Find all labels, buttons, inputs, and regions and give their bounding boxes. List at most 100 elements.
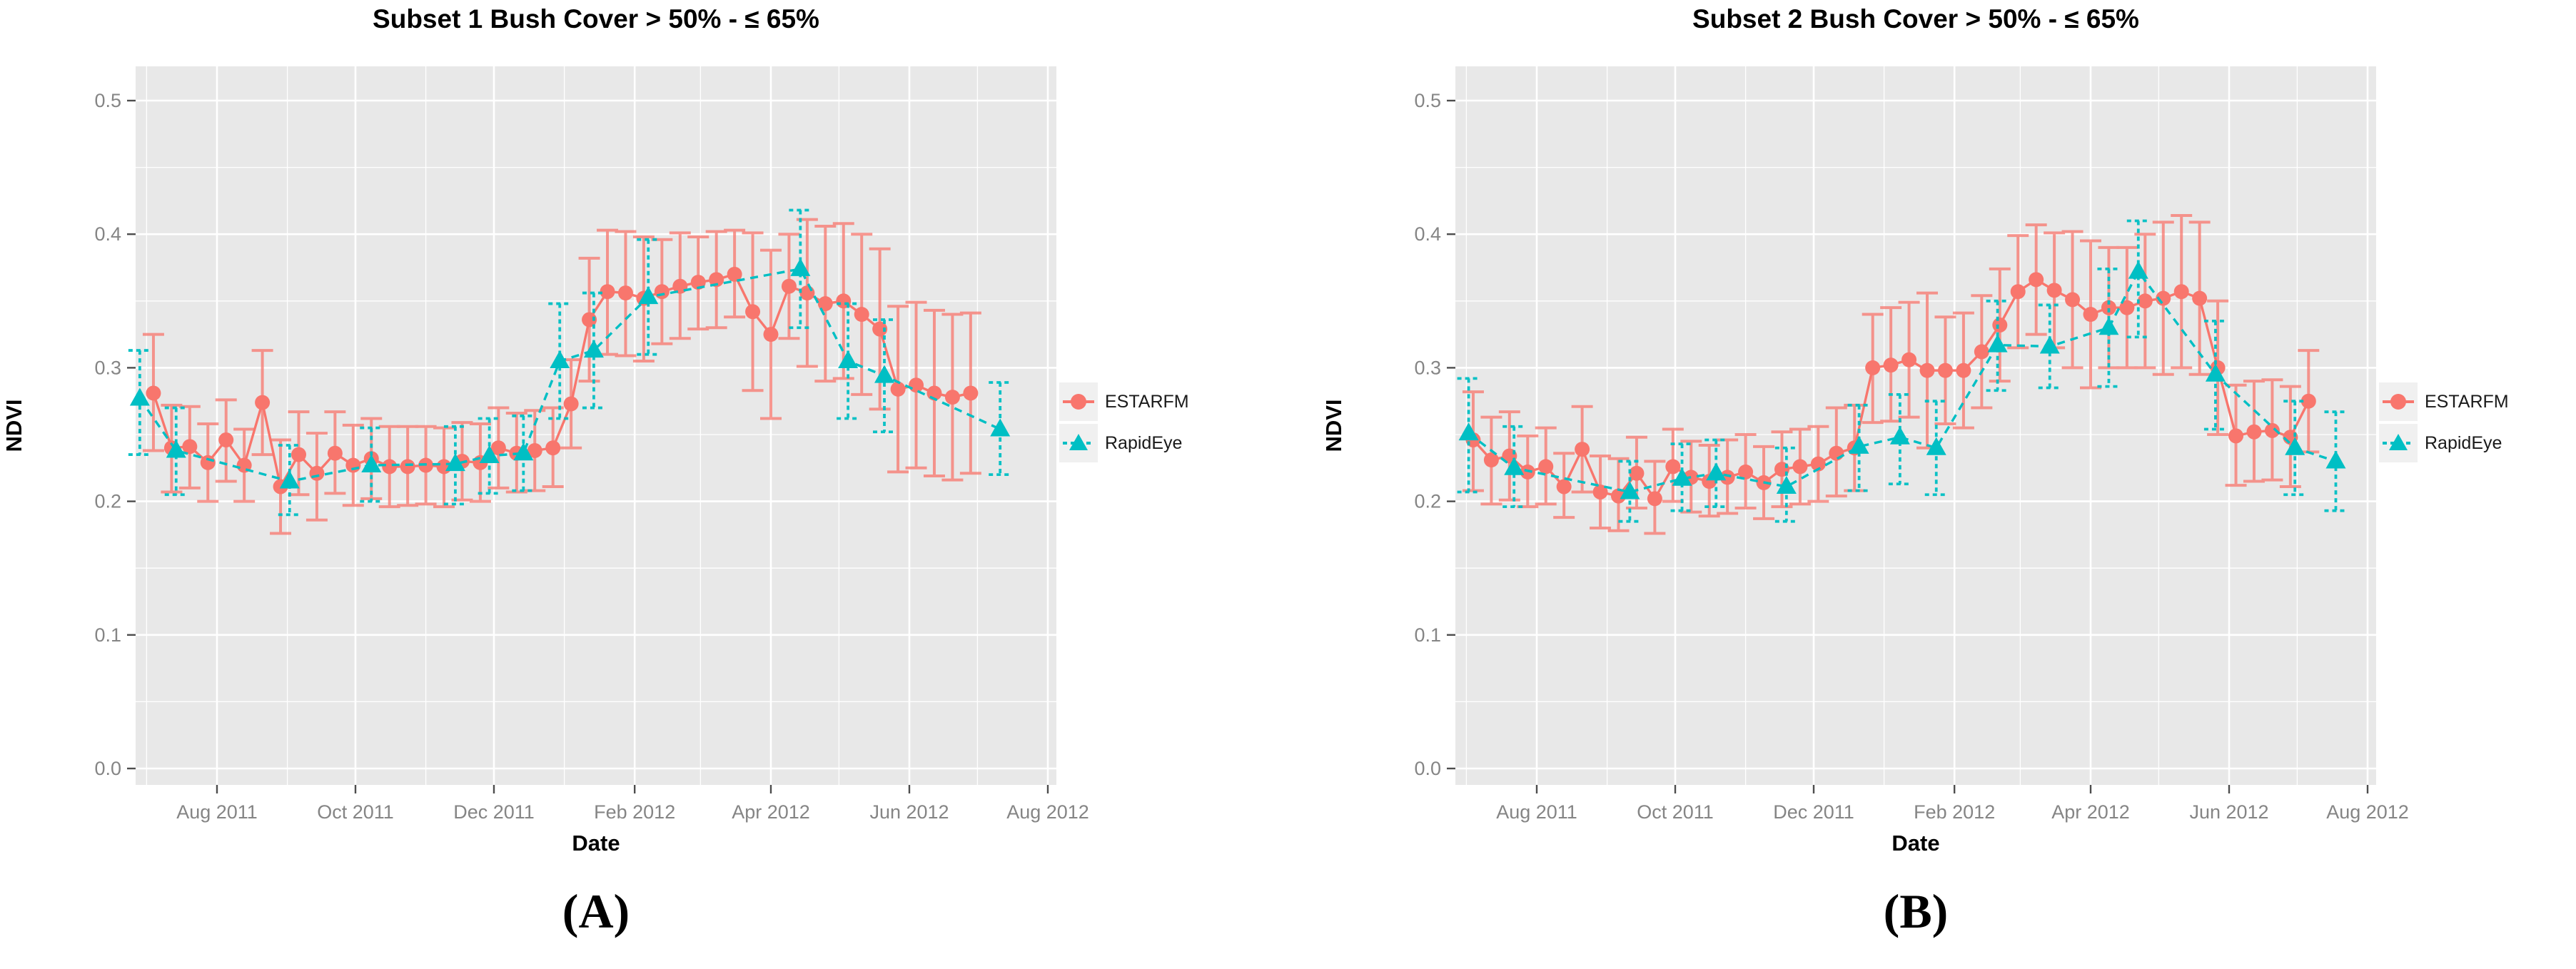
- data-point-circle: [2010, 284, 2026, 300]
- data-point-circle: [2173, 284, 2189, 300]
- data-point-circle: [1829, 445, 1844, 461]
- data-point-circle: [2300, 393, 2316, 409]
- data-point-triangle: [1926, 437, 1946, 455]
- y-tick-label: 0.2: [94, 491, 121, 512]
- chart-a-plot-svg: Aug 2011 Oct 2011 Dec 2011 Feb 2012 Apr 2012…: [1, 66, 1089, 856]
- data-point-circle: [400, 459, 415, 475]
- data-point-triangle: [790, 258, 811, 276]
- data-point-circle: [345, 457, 361, 473]
- y-tick-label: 0.5: [1414, 90, 1441, 111]
- data-point-circle: [1992, 317, 2008, 333]
- y-tick-label: 0.4: [1414, 223, 1441, 245]
- chart-b-plot-svg: Aug 2011 Oct 2011 Dec 2011 Feb 2012 Apr 2012…: [1321, 66, 2409, 856]
- data-point-circle: [2264, 422, 2280, 438]
- data-point-circle: [563, 396, 579, 412]
- data-point-circle: [963, 385, 979, 401]
- data-point-triangle: [445, 453, 465, 472]
- data-point-triangle: [1672, 467, 1692, 486]
- data-point-circle: [600, 284, 615, 300]
- data-point-triangle: [1987, 334, 2008, 352]
- data-point-circle: [1937, 362, 1953, 378]
- data-point-triangle: [2325, 450, 2346, 469]
- data-point-circle: [2046, 283, 2062, 298]
- x-tick-label: Aug 2012: [2326, 801, 2409, 823]
- x-tick-label: Jun 2012: [869, 801, 949, 823]
- data-point-circle: [545, 440, 561, 456]
- data-point-circle: [872, 321, 888, 337]
- data-point-triangle: [1706, 462, 1727, 481]
- estarfm-legend-key-icon: [2379, 382, 2418, 421]
- data-point-circle: [1610, 488, 1626, 504]
- data-point-circle: [617, 285, 633, 301]
- chart-a-legend: ESTARFM RapidEye: [1059, 382, 1189, 465]
- x-tick-label: Jun 2012: [2189, 801, 2268, 823]
- chart-subset-1: Subset 1 Bush Cover > 50% - ≤ 65% Aug 20…: [0, 0, 1256, 969]
- data-point-circle: [763, 327, 779, 343]
- data-point-triangle: [874, 365, 895, 383]
- data-point-circle: [1556, 479, 1572, 494]
- chart-a-title: Subset 1 Bush Cover > 50% - ≤ 65%: [373, 4, 819, 34]
- rapideye-markers: [129, 258, 1011, 489]
- x-tick-label: Aug 2011: [176, 801, 258, 823]
- data-point-circle: [1647, 491, 1662, 507]
- data-point-circle: [1483, 452, 1499, 468]
- data-point-triangle: [1776, 476, 1797, 494]
- data-point-triangle: [583, 340, 604, 358]
- data-point-triangle: [550, 350, 570, 369]
- legend-item-estarfm: ESTARFM: [1059, 382, 1189, 421]
- data-point-circle: [1919, 362, 1935, 378]
- rapideye-legend-key-icon: [1059, 424, 1098, 462]
- data-point-triangle: [166, 440, 186, 458]
- legend-item-rapideye: RapidEye: [2379, 424, 2509, 462]
- panel-background: [136, 66, 1056, 785]
- data-point-circle: [182, 439, 198, 455]
- legend-label-rapideye: RapidEye: [2425, 432, 2502, 453]
- axis-tick-marks: [127, 99, 1049, 793]
- data-point-circle: [1974, 344, 1989, 360]
- data-point-circle: [1865, 360, 1881, 375]
- data-point-triangle: [129, 387, 150, 406]
- data-point-circle: [2228, 428, 2244, 444]
- data-point-circle: [727, 266, 742, 282]
- legend-label-rapideye: RapidEye: [1105, 432, 1183, 453]
- x-tick-label: Oct 2011: [1637, 801, 1714, 823]
- data-point-triangle: [638, 286, 659, 305]
- data-point-triangle: [1504, 457, 1525, 475]
- y-tick-label: 0.3: [1414, 357, 1441, 378]
- legend-label-estarfm: ESTARFM: [1105, 391, 1189, 412]
- panel-background: [1455, 66, 2376, 785]
- y-axis-title: NDVI: [1321, 399, 1346, 452]
- x-tick-label: Dec 2011: [453, 801, 535, 823]
- y-tick-label: 0.4: [94, 223, 121, 245]
- data-point-circle: [218, 432, 234, 447]
- x-tick-label: Dec 2011: [1773, 801, 1854, 823]
- data-point-circle: [2192, 290, 2208, 306]
- y-tick-label: 0.3: [94, 357, 121, 378]
- y-tick-label: 0.0: [94, 758, 121, 779]
- data-point-circle: [1792, 459, 1808, 475]
- data-point-circle: [2119, 300, 2135, 315]
- y-tick-label: 0.5: [94, 90, 121, 111]
- data-point-circle: [890, 381, 906, 397]
- data-point-circle: [909, 377, 924, 393]
- x-tick-label: Oct 2011: [317, 801, 394, 823]
- x-axis-title: Date: [1891, 831, 1939, 856]
- data-point-circle: [745, 304, 761, 320]
- legend-item-estarfm: ESTARFM: [2379, 382, 2509, 421]
- data-point-circle: [490, 440, 506, 456]
- y-axis-title: NDVI: [1, 399, 26, 452]
- data-point-triangle: [1620, 481, 1640, 499]
- x-tick-labels: Aug 2011 Oct 2011 Dec 2011 Feb 2012 Apr 2012…: [1496, 801, 2409, 823]
- data-point-circle: [146, 385, 161, 401]
- data-point-circle: [1738, 464, 1754, 480]
- estarfm-legend-key-icon: [1059, 382, 1098, 421]
- data-point-triangle: [2128, 260, 2148, 279]
- x-tick-label: Aug 2012: [1006, 801, 1089, 823]
- data-point-circle: [781, 278, 797, 294]
- data-point-circle: [327, 445, 343, 461]
- data-point-circle: [1629, 465, 1645, 481]
- data-point-circle: [1901, 352, 1917, 367]
- x-axis-title: Date: [572, 831, 620, 856]
- data-point-circle: [709, 272, 724, 288]
- data-point-circle: [1956, 362, 1971, 378]
